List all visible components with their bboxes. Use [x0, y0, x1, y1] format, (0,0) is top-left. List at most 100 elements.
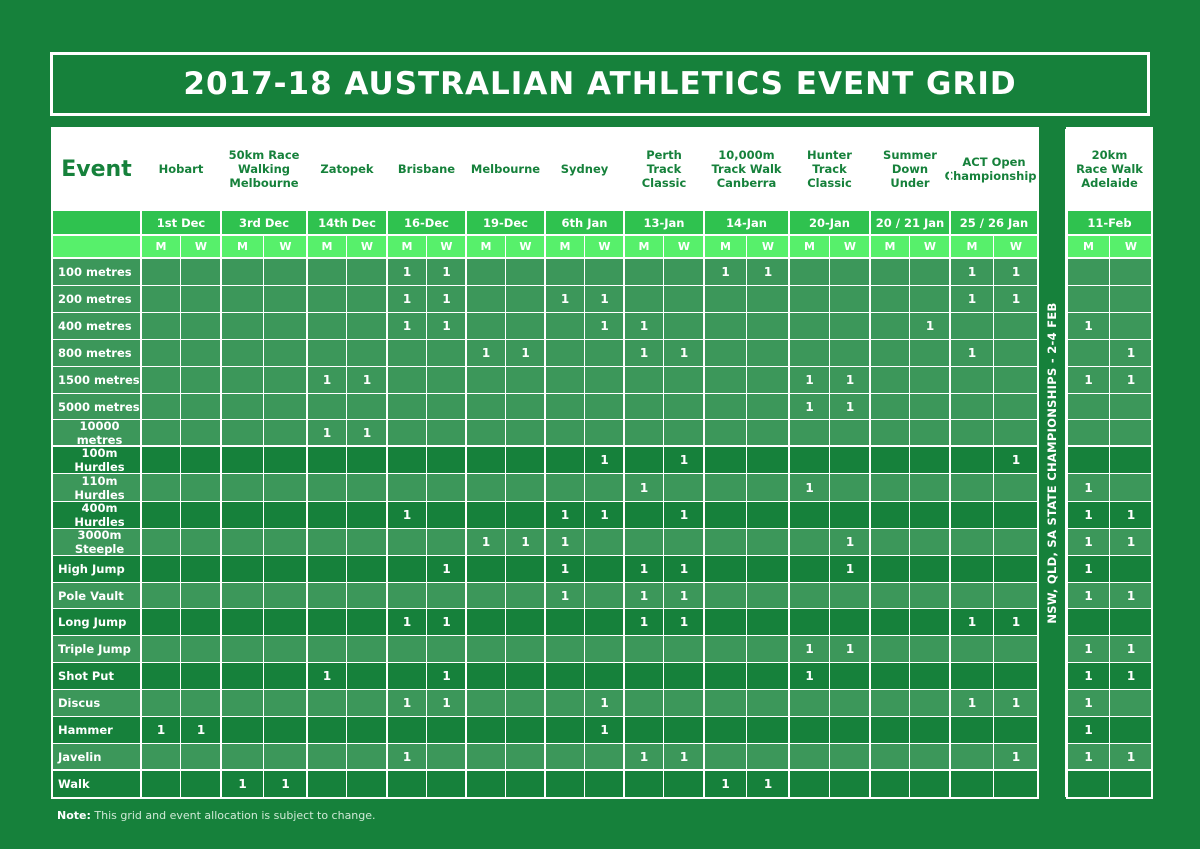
grid-line — [1066, 716, 1153, 717]
grid-line — [584, 236, 585, 797]
date-cell: 14th Dec — [307, 211, 387, 234]
mark-cell — [181, 286, 221, 312]
mark-cell — [466, 394, 506, 419]
grid-line — [829, 236, 830, 797]
mark-cell — [664, 529, 704, 555]
mark-cell — [870, 340, 910, 366]
mark-cell — [704, 340, 747, 366]
mark-cell — [950, 502, 994, 528]
mark-cell — [141, 609, 181, 635]
men-label: M — [950, 236, 994, 257]
mark-cell — [545, 663, 585, 689]
mark-cell: 1 — [347, 420, 387, 446]
mark-cell: 1 — [1110, 636, 1152, 662]
mark-cell — [506, 447, 545, 473]
grid-line — [51, 393, 1039, 394]
event-name: Javelin — [52, 744, 141, 770]
mark-cell — [427, 771, 466, 796]
mark-cell — [264, 286, 307, 312]
mark-cell — [506, 556, 545, 582]
mark-cell: 1 — [789, 367, 830, 393]
mark-cell — [264, 420, 307, 446]
mark-cell — [181, 394, 221, 419]
mark-cell — [264, 717, 307, 743]
mark-cell — [387, 583, 427, 608]
mark-cell: 1 — [1110, 340, 1152, 366]
women-label: W — [1110, 236, 1152, 257]
mark-cell — [664, 636, 704, 662]
grid-line — [51, 662, 1039, 663]
mark-cell — [585, 583, 624, 608]
grid-line — [51, 582, 1039, 583]
mark-cell: 1 — [387, 313, 427, 339]
mark-cell — [264, 744, 307, 770]
grid-line — [1066, 419, 1153, 420]
mark-cell — [347, 636, 387, 662]
mark-cell — [141, 744, 181, 770]
grid-line — [1065, 129, 1067, 797]
mark-cell — [427, 717, 466, 743]
mark-cell: 1 — [789, 636, 830, 662]
mark-cell — [466, 556, 506, 582]
mark-cell — [264, 529, 307, 555]
mark-cell — [181, 259, 221, 285]
venue-header: Sydney — [545, 129, 624, 209]
mark-cell — [264, 636, 307, 662]
mark-cell — [789, 286, 830, 312]
mark-cell — [910, 609, 950, 635]
mark-cell: 1 — [950, 340, 994, 366]
grid-line — [51, 555, 1039, 556]
mark-cell — [789, 717, 830, 743]
grid-line — [949, 129, 951, 797]
mark-cell — [830, 690, 870, 716]
mark-cell: 1 — [789, 474, 830, 501]
grid-line — [1066, 339, 1153, 340]
mark-cell: 1 — [1110, 529, 1152, 555]
event-name: Long Jump — [52, 609, 141, 635]
mark-cell — [870, 663, 910, 689]
mark-cell — [221, 556, 264, 582]
mark-cell — [910, 556, 950, 582]
women-label: W — [427, 236, 466, 257]
grid-line — [746, 236, 747, 797]
event-name: 100m Hurdles — [52, 446, 141, 474]
mark-cell: 1 — [585, 502, 624, 528]
mark-cell — [1067, 771, 1110, 796]
mark-cell — [141, 474, 181, 501]
grid-line — [51, 473, 1039, 474]
mark-cell — [545, 717, 585, 743]
grid-line — [1066, 662, 1153, 663]
mark-cell — [747, 313, 789, 339]
mark-cell — [545, 771, 585, 796]
mark-cell: 1 — [347, 367, 387, 393]
mark-cell — [181, 529, 221, 555]
date-cell: 14-Jan — [704, 211, 789, 234]
grid-line — [993, 236, 994, 797]
mark-cell — [950, 771, 994, 796]
mark-cell: 1 — [664, 502, 704, 528]
mark-cell — [704, 286, 747, 312]
mark-cell — [264, 502, 307, 528]
mark-cell: 1 — [830, 636, 870, 662]
mark-cell — [747, 502, 789, 528]
mark-cell: 1 — [950, 609, 994, 635]
mark-cell — [506, 502, 545, 528]
date-cell: 13-Jan — [624, 211, 704, 234]
mark-cell — [1067, 609, 1110, 635]
mark-cell — [141, 340, 181, 366]
mark-cell — [789, 420, 830, 446]
mark-cell — [545, 744, 585, 770]
mark-cell — [1110, 447, 1152, 473]
event-name: Pole Vault — [52, 583, 141, 608]
mark-cell: 1 — [664, 583, 704, 608]
mark-cell: 1 — [387, 690, 427, 716]
mark-cell: 1 — [624, 583, 664, 608]
date-cell: 20 / 21 Jan — [870, 211, 950, 234]
mark-cell — [870, 259, 910, 285]
mark-cell — [387, 556, 427, 582]
mark-cell — [1067, 394, 1110, 419]
mark-cell — [950, 583, 994, 608]
mark-cell — [387, 420, 427, 446]
mark-cell — [141, 556, 181, 582]
mark-cell — [994, 420, 1038, 446]
